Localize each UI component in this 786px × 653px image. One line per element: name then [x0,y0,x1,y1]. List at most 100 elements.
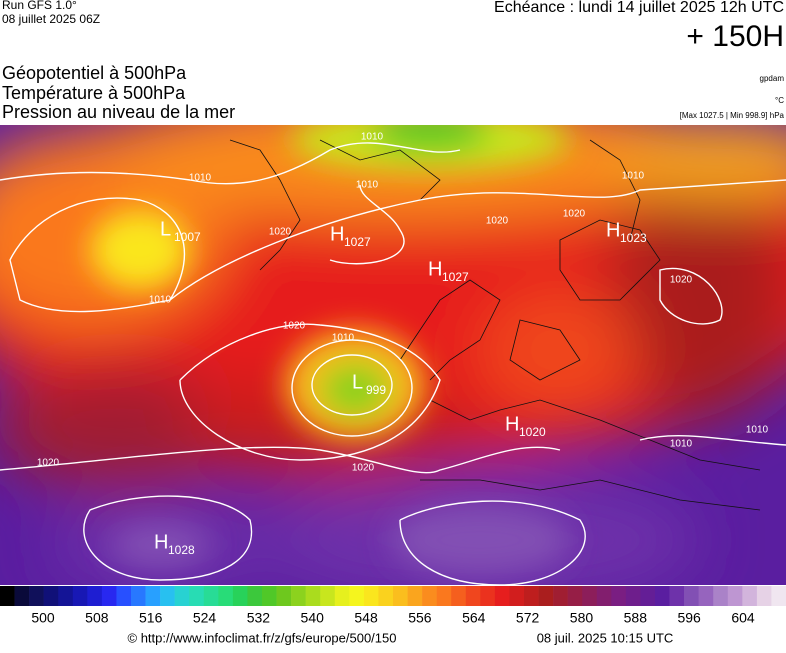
generated-time: 08 juil. 2025 10:15 UTC [537,630,674,645]
colorbar-cell [72,586,88,606]
colorbar-label: 540 [301,610,325,626]
isobar [0,446,561,474]
isobar [83,495,253,581]
isobar [9,197,186,313]
colorbar-label: 580 [570,610,594,626]
colorbar-cell [116,586,132,606]
isobar-label: 1010 [356,180,379,191]
colorbar-cell [262,586,277,606]
colorbar-cell [727,586,743,606]
isobar-label: 1020 [352,463,375,474]
colorbar-cell [378,586,394,606]
colorbar-cell [407,586,423,606]
isobar-label: 1010 [361,132,384,143]
isobar-label: 1020 [37,458,60,469]
colorbar-cell [625,586,641,606]
colorbar-cell [131,586,146,606]
isobar [639,435,786,446]
colorbar-cell [553,586,568,606]
colorbar-cell [480,586,496,606]
isobar [399,500,586,585]
colorbar-cell [349,586,365,606]
colorbar-cell [567,586,583,606]
colorbar-cell [451,586,467,606]
isobar-label: 1020 [670,275,693,286]
colorbar-cell [29,586,44,606]
colorbar-cell [14,586,30,606]
colorbar-label: 556 [408,610,432,626]
isobar [0,142,461,185]
colorbar-label: 604 [731,610,755,626]
colorbar-cell [305,586,321,606]
colorbar-cell [713,586,729,606]
center-letter: H [428,258,442,280]
colorbar-cell [509,586,525,606]
center-letter: H [330,223,344,245]
colorbar-cell [524,586,539,606]
colorbar-cell [393,586,408,606]
center-letter: H [154,531,168,553]
colorbar-cell [756,586,772,606]
colorbar-cell [247,586,263,606]
colorbar-label: 524 [193,610,217,626]
center-value: 1028 [168,543,195,557]
colorbar-cell [218,586,234,606]
center-value: 1020 [519,425,546,439]
unit: °C [775,96,784,105]
colorbar-label: 500 [31,610,55,626]
unit: gpdam [760,74,785,83]
colorbar-cell [320,586,336,606]
colorbar-cell [611,586,627,606]
colorbar-cell [494,586,510,606]
isobar [169,179,786,301]
center-letter: L [160,218,171,240]
field: Température à 500hPa [2,83,186,103]
isobar-label: 1010 [746,425,769,436]
map [0,125,786,585]
source-url: © http://www.infoclimat.fr/z/gfs/europe/… [128,630,397,645]
colorbar-cell [43,586,59,606]
center-value: 1023 [620,231,647,245]
colorbar-cell [655,586,670,606]
colorbar-label: 572 [516,610,540,626]
colorbar-cell [640,586,656,606]
colorbar-cell [363,586,379,606]
colorbar-cell [101,586,117,606]
colorbar-cell [538,586,554,606]
isobar-label: 1010 [189,173,212,184]
colorbar-cell [58,586,74,606]
isobar [311,354,393,416]
run: Run GFS 1.0° [2,0,77,12]
colorbar-cell [669,586,685,606]
coastline [229,139,761,511]
center-letter: L [352,371,363,393]
isobar-label: 1020 [269,227,292,238]
colorbar-cell [291,586,306,606]
colorbar-label: 548 [354,610,378,626]
colorbar-cell [232,586,248,606]
center-value: 1027 [344,235,371,249]
colorbar-cell [582,586,598,606]
isobar [329,184,405,265]
colorbar-cell [465,586,481,606]
center-value: 1007 [174,230,201,244]
colorbar-cell [596,586,612,606]
colorbar-cell [145,586,161,606]
center-value: 999 [366,383,386,397]
isobar-label: 1010 [670,439,693,450]
colorbar-cell [698,586,714,606]
isobar-label: 1010 [622,171,645,182]
colorbar-cell [87,586,103,606]
colorbar-label: 532 [247,610,271,626]
colorbar-label: 596 [677,610,701,626]
colorbar-cell [436,586,452,606]
colorbar-cell [189,586,205,606]
center-value: 1027 [442,270,469,284]
lead-time: + 150H [686,20,784,53]
colorbar-cell [334,586,350,606]
field: Géopotentiel à 500hPa [2,63,187,83]
valid-time: Echéance : lundi 14 juillet 2025 12h UTC [494,0,784,16]
isobar-label: 1020 [486,216,509,227]
